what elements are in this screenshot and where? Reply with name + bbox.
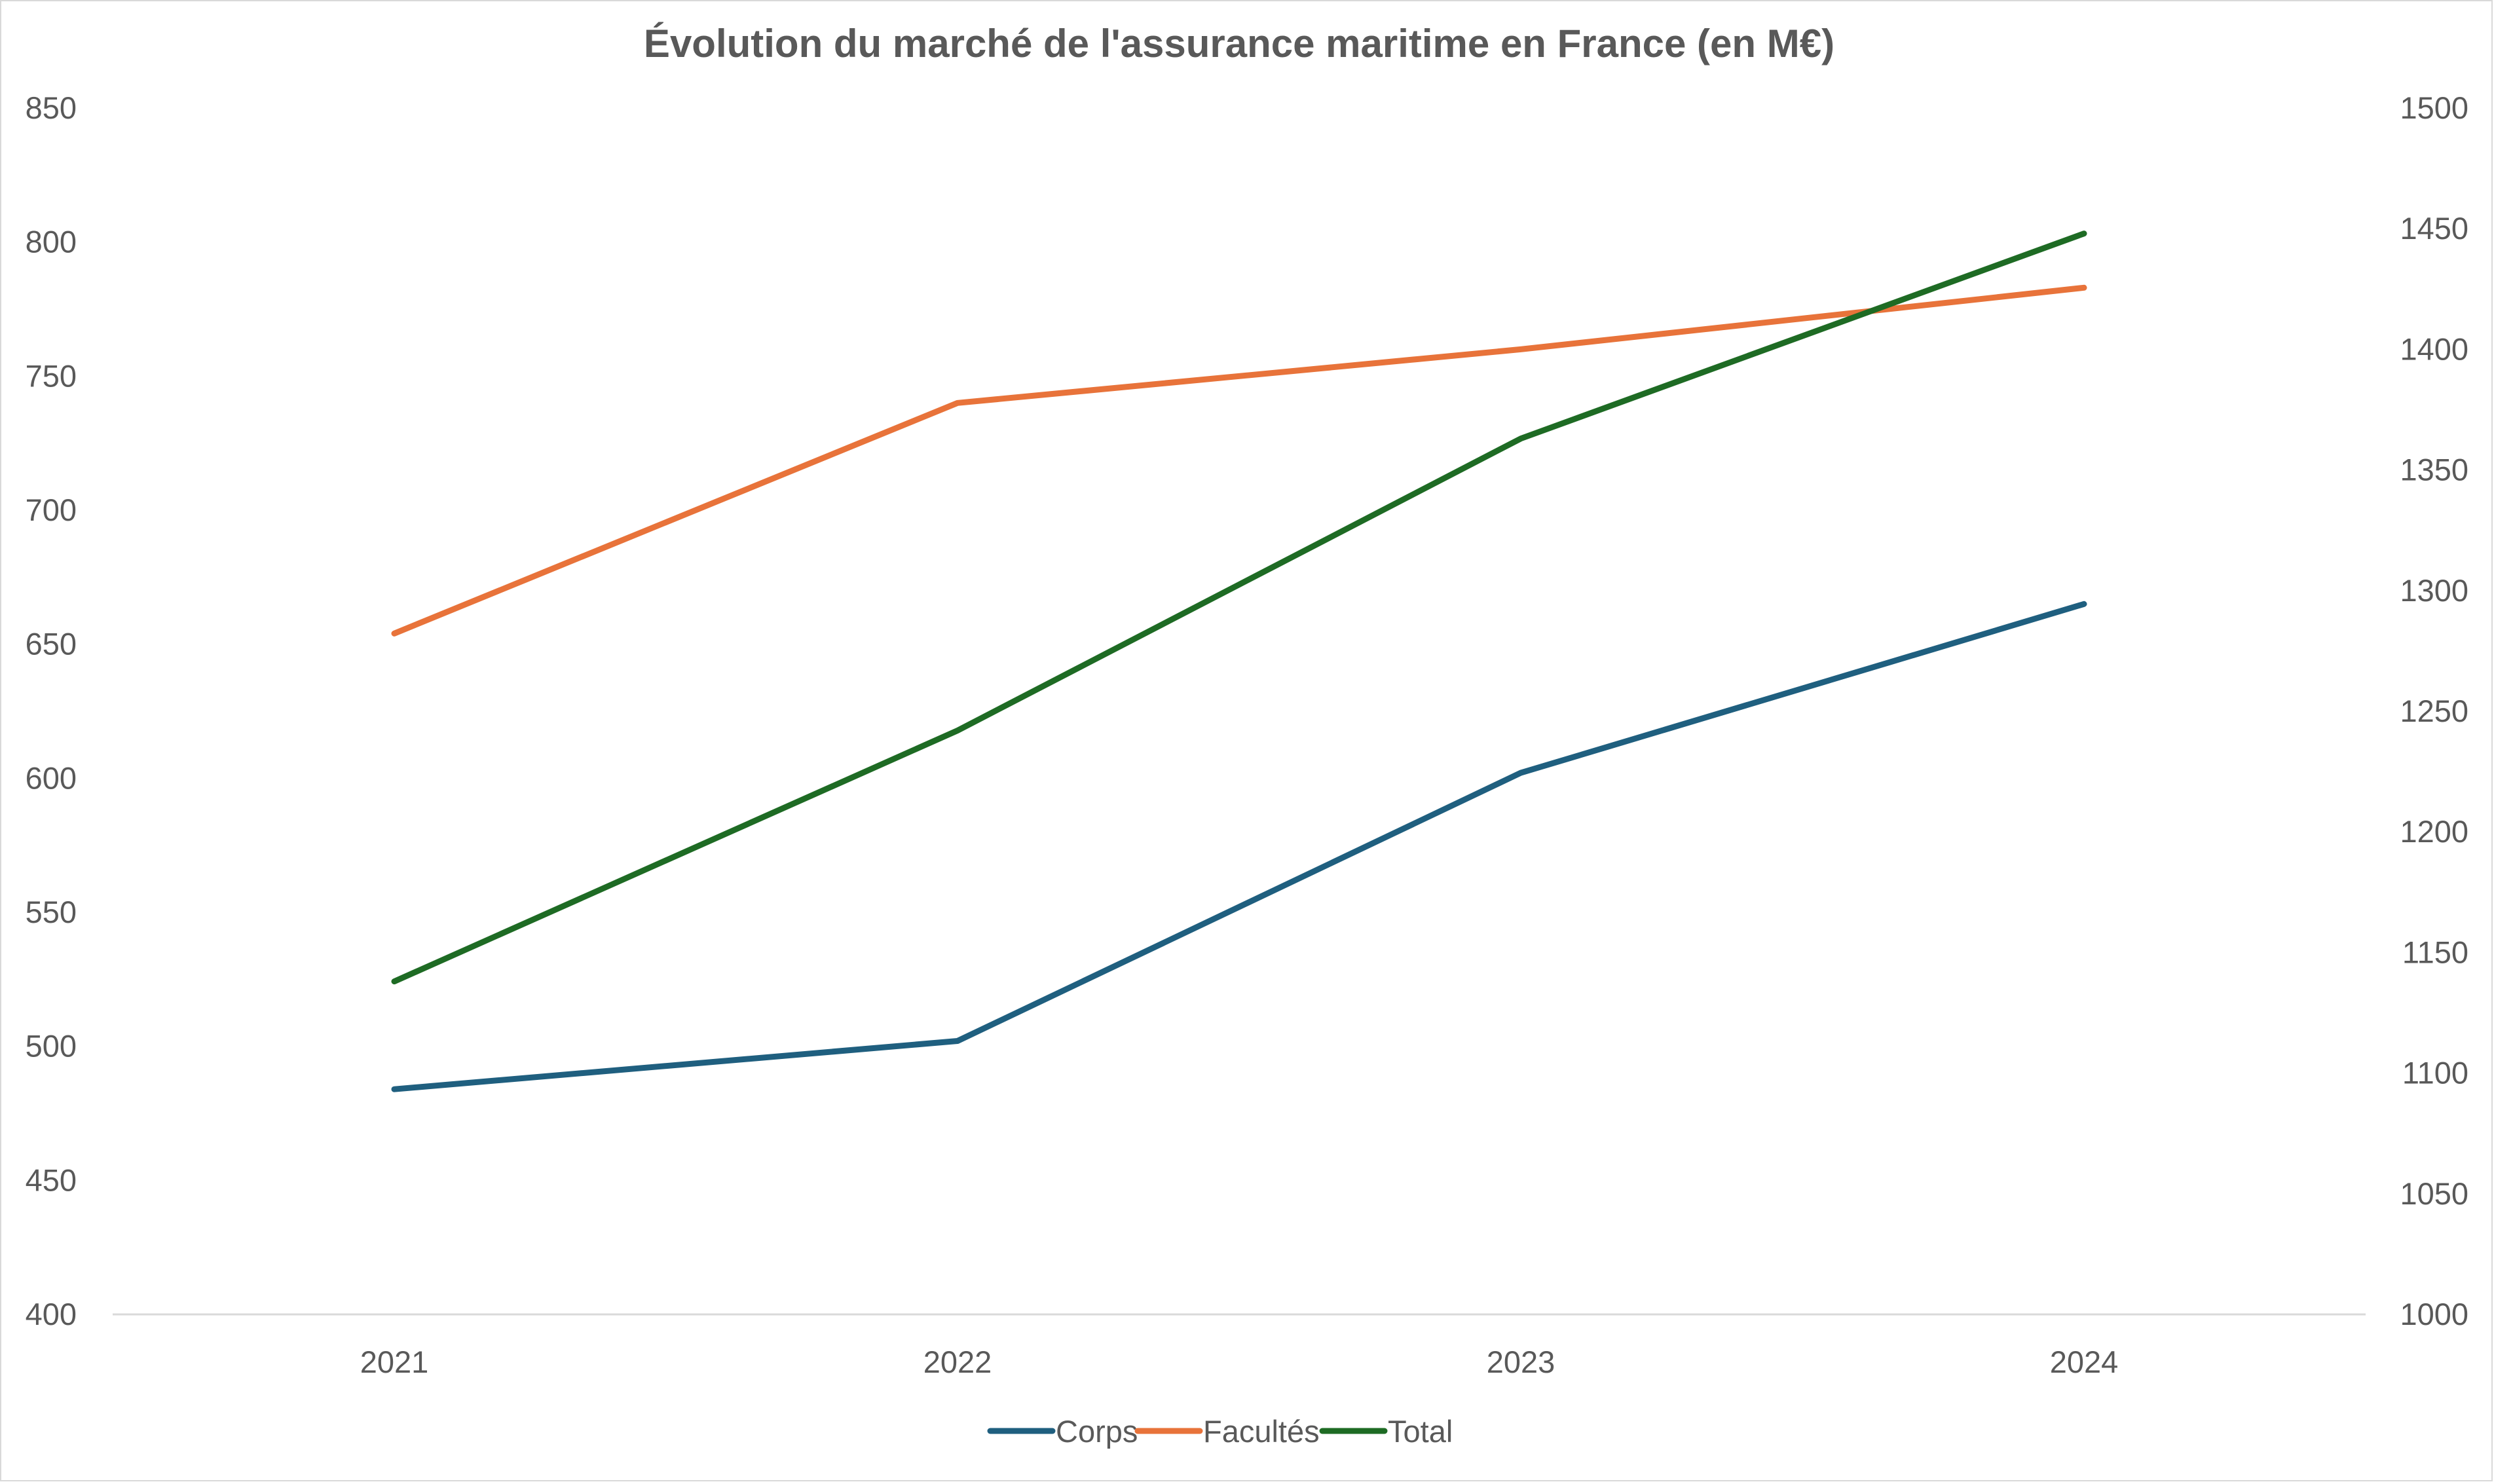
y-tick-label: 500 <box>26 1029 77 1064</box>
x-tick-label: 2021 <box>360 1345 429 1379</box>
legend-item[interactable]: Corps <box>987 1414 1138 1449</box>
legend-label: Total <box>1388 1414 1453 1449</box>
x-tick-label: 2024 <box>2050 1345 2119 1379</box>
y2-tick-label: 1350 <box>2400 453 2468 487</box>
series-line-corps <box>391 601 2087 1092</box>
y-tick-label: 700 <box>26 492 77 527</box>
y2-tick-label: 1200 <box>2400 814 2468 849</box>
y-tick-label: 800 <box>26 225 77 259</box>
y-tick-label: 400 <box>26 1297 77 1331</box>
y2-tick-label: 1000 <box>2400 1297 2468 1331</box>
y-tick-label: 650 <box>26 627 77 661</box>
y2-tick-label: 1450 <box>2400 211 2468 246</box>
y-tick-label: 600 <box>26 760 77 795</box>
y2-tick-label: 1250 <box>2400 694 2468 728</box>
series-lines <box>391 231 2087 1092</box>
y2-tick-label: 1050 <box>2400 1176 2468 1211</box>
x-tick-label: 2022 <box>923 1345 992 1379</box>
legend-item[interactable]: Total <box>1319 1414 1453 1449</box>
series-line-total <box>391 231 2087 985</box>
y2-tick-label: 1100 <box>2402 1056 2468 1090</box>
axes: 400 450 500 550 600 650 700 750 800 850 1000 1050 11… <box>26 90 2468 1379</box>
y2-tick-label: 1150 <box>2402 935 2468 969</box>
y-tick-label: 750 <box>26 358 77 393</box>
y-tick-label: 550 <box>26 895 77 929</box>
legend-label: Corps <box>1056 1414 1138 1449</box>
y2-tick-label: 1400 <box>2400 331 2468 366</box>
x-tick-label: 2023 <box>1487 1345 1555 1379</box>
chart-title: Évolution du marché de l'assurance marit… <box>644 22 1834 65</box>
y2-tick-label: 1300 <box>2400 573 2468 608</box>
series-line-facult-s <box>391 284 2087 637</box>
y-tick-label: 450 <box>26 1162 77 1197</box>
legend-label: Facultés <box>1203 1414 1320 1449</box>
legend-item[interactable]: Facultés <box>1134 1414 1320 1449</box>
y-tick-label: 850 <box>26 90 77 125</box>
legend[interactable]: Corps Facultés Total <box>987 1414 1453 1449</box>
y2-tick-label: 1500 <box>2400 90 2468 125</box>
